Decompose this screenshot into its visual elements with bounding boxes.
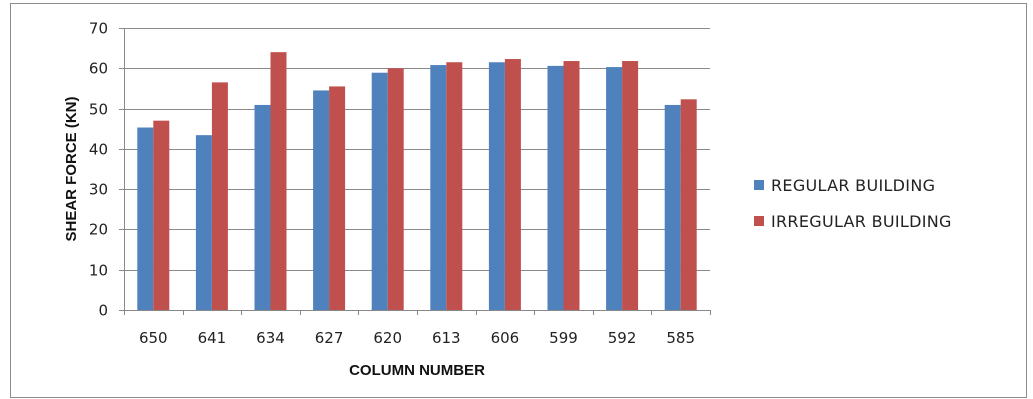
bar-regular-606 bbox=[488, 62, 505, 310]
bar-regular-599 bbox=[547, 65, 564, 311]
y-tick-label: 30 bbox=[89, 181, 108, 199]
legend-label-irregular: IRREGULAR BUILDING bbox=[771, 212, 952, 231]
y-axis-title: SHEAR FORCE (KN) bbox=[63, 96, 80, 241]
y-tick-label: 20 bbox=[89, 221, 108, 239]
x-axis-title: COLUMN NUMBER bbox=[349, 362, 485, 379]
bar-irregular-613 bbox=[446, 62, 463, 310]
bar-regular-620 bbox=[371, 72, 388, 311]
y-axis-ticks: 0 10 20 30 40 50 60 70 bbox=[89, 20, 124, 320]
x-tick-label: 585 bbox=[666, 329, 695, 347]
y-tick-label: 10 bbox=[89, 262, 108, 280]
bars bbox=[137, 52, 697, 311]
y-tick-label: 40 bbox=[89, 141, 108, 159]
legend-swatch-regular bbox=[754, 180, 764, 190]
x-tick-label: 620 bbox=[373, 329, 402, 347]
y-tick-label: 60 bbox=[89, 60, 108, 78]
bar-irregular-634 bbox=[270, 52, 287, 311]
x-tick-label: 627 bbox=[315, 329, 344, 347]
bar-regular-627 bbox=[313, 90, 330, 310]
bar-regular-592 bbox=[606, 67, 623, 310]
bar-regular-613 bbox=[430, 65, 447, 310]
bar-irregular-627 bbox=[329, 86, 346, 311]
x-tick-label: 613 bbox=[432, 329, 461, 347]
x-tick-label: 599 bbox=[549, 329, 578, 347]
bar-irregular-620 bbox=[387, 68, 404, 311]
legend: REGULAR BUILDING IRREGULAR BUILDING bbox=[754, 176, 952, 231]
x-tick-label: 592 bbox=[608, 329, 637, 347]
x-axis-ticks: 650 641 634 627 620 613 606 599 592 585 bbox=[124, 310, 711, 347]
y-tick-label: 50 bbox=[89, 101, 108, 119]
y-tick-label: 0 bbox=[98, 302, 108, 320]
x-tick-label: 641 bbox=[198, 329, 227, 347]
bar-irregular-641 bbox=[211, 82, 228, 310]
bar-irregular-592 bbox=[622, 61, 639, 310]
x-tick-label: 606 bbox=[491, 329, 520, 347]
bar-regular-641 bbox=[195, 135, 212, 310]
bar-regular-585 bbox=[664, 104, 681, 311]
bar-irregular-606 bbox=[504, 59, 521, 310]
bar-irregular-585 bbox=[680, 99, 697, 310]
bar-regular-634 bbox=[254, 104, 271, 311]
legend-label-regular: REGULAR BUILDING bbox=[771, 176, 935, 195]
y-tick-label: 70 bbox=[89, 20, 108, 38]
x-tick-label: 650 bbox=[139, 329, 168, 347]
bar-regular-650 bbox=[137, 127, 154, 311]
legend-swatch-irregular bbox=[754, 216, 764, 226]
bar-irregular-650 bbox=[153, 120, 170, 311]
bar-irregular-599 bbox=[563, 61, 580, 310]
x-tick-label: 634 bbox=[256, 329, 285, 347]
